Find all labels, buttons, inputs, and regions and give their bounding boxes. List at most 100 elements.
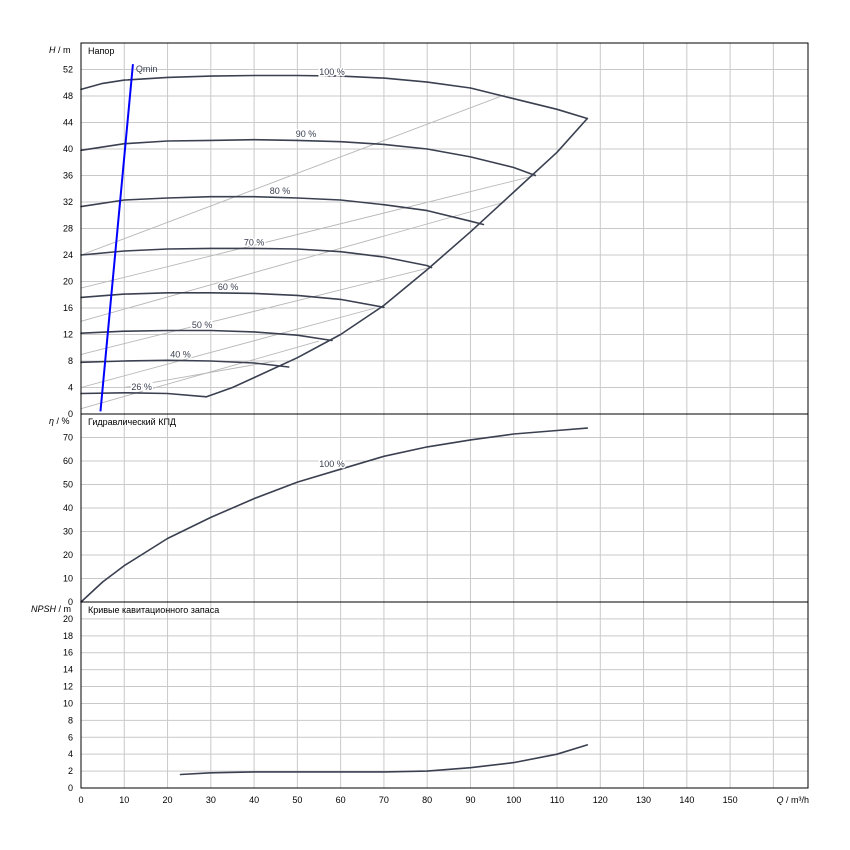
y-tick-label: 18 <box>63 631 73 641</box>
curve-label: 26 % <box>131 382 152 392</box>
y-tick-label: 4 <box>68 383 73 393</box>
qmin-line <box>99 64 134 412</box>
system-curve <box>80 175 536 289</box>
x-tick-label: 70 <box>379 795 389 805</box>
y-tick-label: 20 <box>63 550 73 560</box>
y-axis-separator: / <box>56 604 64 614</box>
y-tick-label: 44 <box>63 118 73 128</box>
y-axis-label: η / % <box>49 416 70 426</box>
x-tick-label: 90 <box>465 795 475 805</box>
chart-frame <box>80 42 809 789</box>
y-tick-label: 28 <box>63 224 73 234</box>
y-tick-label: 2 <box>68 766 73 776</box>
y-tick-label: 0 <box>68 597 73 607</box>
y-tick-label: 40 <box>63 503 73 513</box>
y-axis-separator: / <box>56 45 64 55</box>
series-line-2 <box>80 195 485 226</box>
y-tick-label: 32 <box>63 197 73 207</box>
system-curve <box>80 267 428 355</box>
grid-layer <box>81 43 808 788</box>
x-tick-label: 120 <box>593 795 608 805</box>
y-tick-label: 40 <box>63 144 73 154</box>
x-tick-label: 140 <box>679 795 694 805</box>
y-tick-label: 4 <box>68 749 73 759</box>
y-tick-label: 70 <box>63 433 73 443</box>
x-tick-label: 10 <box>119 795 129 805</box>
curve-label: 60 % <box>218 282 239 292</box>
x-axis-label: Q / m³/h <box>776 795 809 805</box>
x-axis-unit: m³/h <box>791 795 809 805</box>
series-line-6 <box>80 359 290 368</box>
system-curve <box>80 201 506 322</box>
series-line-8 <box>205 117 589 398</box>
y-tick-label: 48 <box>63 91 73 101</box>
y-tick-label: 60 <box>63 456 73 466</box>
y-axis-unit: m <box>64 604 72 614</box>
y-tick-label: 10 <box>63 574 73 584</box>
curve-label: 40 % <box>170 350 191 360</box>
system-curve <box>124 360 276 388</box>
y-tick-label: 36 <box>63 171 73 181</box>
y-axis-symbol: η <box>49 416 54 426</box>
y-tick-label: 24 <box>63 250 73 260</box>
series-line-7 <box>80 392 208 398</box>
system-curve <box>80 94 506 256</box>
system-curve <box>80 307 376 388</box>
y-tick-label: 50 <box>63 480 73 490</box>
series-line-4 <box>80 292 385 309</box>
series-line-1 <box>80 138 537 177</box>
curve-label: 90 % <box>296 129 317 139</box>
x-tick-label: 80 <box>422 795 432 805</box>
y-tick-label: 14 <box>63 665 73 675</box>
series-line-5 <box>80 329 333 342</box>
qmin-label: Qmin <box>136 64 158 74</box>
curve-label: 50 % <box>192 320 213 330</box>
x-tick-label: 110 <box>550 795 564 805</box>
x-tick-label: 60 <box>336 795 346 805</box>
system-curves-layer <box>80 94 536 410</box>
y-tick-label: 16 <box>63 648 73 658</box>
y-tick-label: 0 <box>68 783 73 793</box>
series-line-0 <box>179 744 589 776</box>
x-axis-symbol: Q <box>776 795 783 805</box>
x-tick-label: 30 <box>206 795 216 805</box>
curve-label: 100 % <box>319 459 345 469</box>
y-axis-label: H / m <box>49 45 71 55</box>
y-tick-label: 8 <box>68 715 73 725</box>
x-tick-label: 50 <box>292 795 302 805</box>
y-axis-unit: % <box>62 416 70 426</box>
system-curve <box>80 340 320 410</box>
y-tick-label: 6 <box>68 732 73 742</box>
y-tick-label: 16 <box>63 303 73 313</box>
curves-layer: 100 % 90 % 80 % 70 % 60 % 50 % 40 % 26 % Qmin 100… <box>80 64 589 776</box>
panel-title: Кривые кавитационного запаса <box>88 605 219 615</box>
x-tick-label: 130 <box>636 795 651 805</box>
y-tick-label: 0 <box>68 409 73 419</box>
y-axis-unit: m <box>63 45 71 55</box>
y-tick-label: 52 <box>63 65 73 75</box>
x-tick-label: 100 <box>506 795 521 805</box>
y-tick-label: 20 <box>63 614 73 624</box>
series-line-0 <box>80 74 589 120</box>
x-tick-label: 40 <box>249 795 259 805</box>
y-axis-symbol: H <box>49 45 56 55</box>
y-tick-label: 12 <box>63 682 73 692</box>
curve-label: 80 % <box>270 186 291 196</box>
series-line-0 <box>80 427 589 603</box>
y-tick-label: 10 <box>63 698 73 708</box>
curve-label: 70 % <box>244 238 265 248</box>
x-tick-label: 150 <box>723 795 738 805</box>
y-tick-label: 12 <box>63 330 73 340</box>
y-tick-label: 30 <box>63 527 73 537</box>
frame-layer <box>80 42 809 789</box>
curve-label: 100 % <box>319 67 345 77</box>
panel-title: Гидравлический КПД <box>88 417 176 427</box>
x-axis-separator: / <box>783 795 791 805</box>
y-tick-label: 20 <box>63 277 73 287</box>
series-line-3 <box>80 247 433 269</box>
y-tick-label: 8 <box>68 356 73 366</box>
panel-title: Напор <box>88 46 114 56</box>
y-axis-separator: / <box>54 416 62 426</box>
